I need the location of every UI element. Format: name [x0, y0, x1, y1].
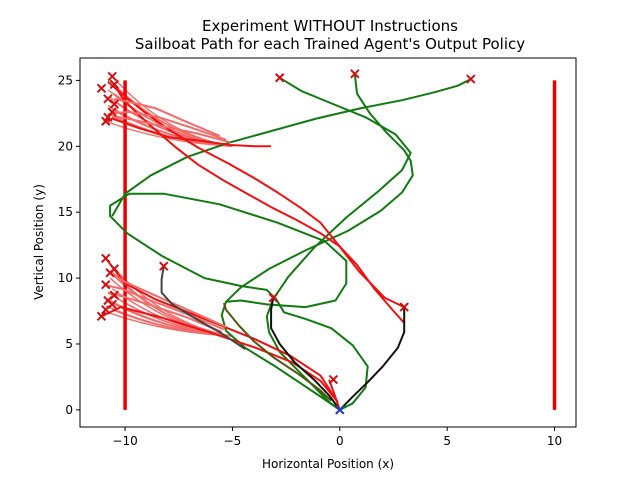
- trajectory-20: [114, 97, 220, 137]
- x-axis-ticks: −10 −5 0 5 10: [112, 427, 562, 448]
- y-tick-label-3: 15: [58, 205, 73, 219]
- end-marker-20: [96, 311, 107, 322]
- end-marker-4: [96, 83, 107, 94]
- y-tick-label-2: 10: [58, 271, 73, 285]
- y-axis-ticks: 0 5 10 15 20 25: [58, 73, 80, 417]
- trajectory-11: [103, 283, 225, 331]
- trajectory-8: [105, 257, 339, 403]
- axes-frame: [79, 57, 577, 428]
- x-tick-label-4: 10: [547, 434, 562, 448]
- x-tick-label-0: −10: [112, 434, 137, 448]
- end-marker-1: [350, 69, 360, 79]
- end-marker-0: [274, 73, 285, 83]
- end-marker-9: [107, 107, 117, 117]
- y-tick-label-4: 20: [58, 139, 73, 153]
- end-marker-19: [101, 305, 111, 315]
- y-tick-label-0: 0: [65, 403, 73, 417]
- x-tick-label-2: 0: [336, 434, 344, 448]
- trajectory-6: [115, 87, 405, 324]
- trajectory-10: [109, 270, 227, 328]
- chart-title-line2: Sailboat Path for each Trained Agent's O…: [135, 35, 525, 53]
- end-marker-22: [399, 302, 409, 312]
- end-marker-2: [466, 74, 476, 84]
- chart-title-line1: Experiment WITHOUT Instructions: [202, 17, 458, 35]
- end-marker-14: [105, 268, 115, 278]
- end-marker-11: [101, 253, 111, 264]
- trajectory-12: [160, 266, 246, 351]
- end-marker-15: [101, 279, 111, 290]
- trajectory-0: [265, 76, 412, 411]
- y-tick-label-5: 25: [58, 73, 73, 87]
- end-marker-21: [268, 293, 278, 303]
- start-marker: [335, 405, 345, 415]
- trajectory-15: [339, 307, 406, 411]
- x-axis-label: Horizontal Position (x): [262, 457, 394, 471]
- y-axis-label: Vertical Position (y): [32, 184, 46, 300]
- trajectory-9: [107, 291, 223, 334]
- end-marker-12: [159, 261, 169, 271]
- trajectory-3: [109, 192, 348, 309]
- end-marker-5: [109, 79, 120, 90]
- trajectory-13: [222, 302, 332, 402]
- trajectory-1: [274, 297, 369, 411]
- trajectory-18: [112, 115, 231, 144]
- trajectory-14: [270, 297, 341, 411]
- trajectory-4: [111, 78, 472, 217]
- x-tick-label-3: 5: [443, 434, 451, 448]
- trajectory-19: [110, 111, 227, 141]
- end-marker-23: [328, 374, 339, 385]
- end-marker-7: [109, 99, 120, 109]
- y-tick-label-1: 5: [65, 337, 73, 351]
- trajectory-2: [220, 73, 414, 411]
- plot-area: [96, 69, 557, 415]
- trajectory-17: [107, 117, 272, 148]
- end-marker-10: [101, 116, 111, 126]
- x-tick-label-1: −5: [224, 434, 242, 448]
- end-marker-3: [107, 71, 117, 82]
